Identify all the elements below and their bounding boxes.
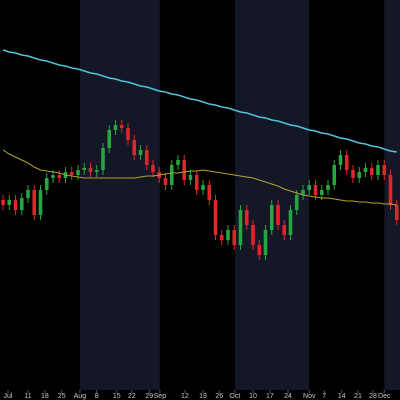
- candle-body: [151, 165, 155, 172]
- x-tick-label: Dec: [378, 393, 391, 400]
- x-tick-label: 25: [58, 393, 66, 400]
- candle-body: [332, 165, 337, 185]
- candle-body: [263, 230, 268, 255]
- candle-body: [294, 195, 299, 210]
- x-tick-label: Sep: [154, 393, 167, 400]
- x-tick-label: Jul: [4, 393, 13, 400]
- x-tick-label: 22: [128, 393, 136, 400]
- candle-body: [69, 172, 74, 175]
- x-tick-label: 19: [199, 393, 207, 400]
- candle-body: [107, 130, 112, 148]
- candle-body: [76, 170, 80, 175]
- candle-body: [1, 200, 5, 205]
- candle-body: [51, 175, 55, 178]
- candle-body: [394, 205, 399, 220]
- candle-body: [132, 140, 137, 155]
- x-tick-label: Nov: [303, 393, 316, 400]
- x-tick-label: 21: [354, 393, 362, 400]
- x-tick-label: Aug: [74, 393, 87, 400]
- candle-body: [257, 245, 262, 255]
- candle-body: [232, 230, 237, 245]
- candle-body: [213, 200, 218, 235]
- candle-body: [119, 125, 124, 128]
- candle-body: [44, 178, 49, 190]
- candle-body: [207, 185, 212, 200]
- x-tick-label: Oct: [229, 393, 240, 400]
- candle-body: [26, 190, 30, 198]
- x-tick-label: 11: [24, 393, 31, 400]
- candle-body: [182, 160, 187, 180]
- x-tick-label: 17: [266, 393, 274, 400]
- candle-body: [32, 190, 37, 215]
- candle-body: [326, 185, 330, 190]
- candle-body: [382, 165, 387, 175]
- candle-body: [269, 205, 274, 230]
- candle-body: [176, 160, 180, 165]
- candle-body: [163, 178, 168, 185]
- candle-body: [363, 168, 368, 172]
- candle-body: [282, 225, 287, 235]
- moving-average: [2, 49, 397, 153]
- candle-body: [188, 175, 193, 180]
- candle-body: [307, 185, 312, 190]
- candle-body: [38, 190, 43, 215]
- candle-body: [57, 175, 62, 178]
- candle-body: [219, 235, 224, 240]
- candle-body: [357, 172, 362, 178]
- candle-body: [113, 125, 118, 130]
- candle-body: [388, 175, 393, 205]
- candle-body: [144, 150, 149, 165]
- x-tick-label: 29: [145, 393, 153, 400]
- x-tick-label: 15: [113, 393, 121, 400]
- candle-body: [251, 225, 255, 245]
- candle-body: [169, 165, 174, 185]
- x-tick-label: 10: [249, 393, 257, 400]
- x-tick-label: 18: [41, 393, 49, 400]
- x-tick-label: 7: [322, 393, 326, 400]
- candle-body: [276, 205, 280, 225]
- candle-body: [126, 128, 130, 140]
- month-band: [79, 0, 160, 390]
- x-tick-label: 8: [95, 393, 99, 400]
- candle-body: [13, 200, 18, 210]
- candle-body: [338, 155, 343, 165]
- candle-body: [194, 175, 199, 190]
- candle-body: [19, 198, 24, 210]
- candle-body: [201, 185, 205, 190]
- x-tick-label: 12: [181, 393, 189, 400]
- candle-body: [301, 190, 305, 195]
- candle-body: [88, 168, 93, 172]
- x-tick-label: 14: [338, 393, 346, 400]
- candle-body: [238, 210, 243, 245]
- x-tick-label: 26: [215, 393, 223, 400]
- candle-body: [288, 210, 293, 235]
- candle-body: [226, 230, 230, 240]
- candle-body: [369, 168, 374, 175]
- candle-body: [376, 165, 380, 175]
- candle-body: [82, 168, 87, 170]
- candle-body: [244, 210, 249, 225]
- candle-body: [94, 170, 99, 172]
- x-tick-label: 24: [284, 393, 292, 400]
- candle-body: [319, 190, 324, 195]
- candle-body: [344, 155, 349, 170]
- candle-body: [138, 150, 143, 155]
- candle-body: [101, 148, 105, 170]
- x-tick-label: 28: [369, 393, 377, 400]
- candle-body: [7, 200, 12, 205]
- moving-average: [2, 149, 397, 206]
- candle-body: [313, 185, 318, 195]
- candle-body: [351, 170, 355, 178]
